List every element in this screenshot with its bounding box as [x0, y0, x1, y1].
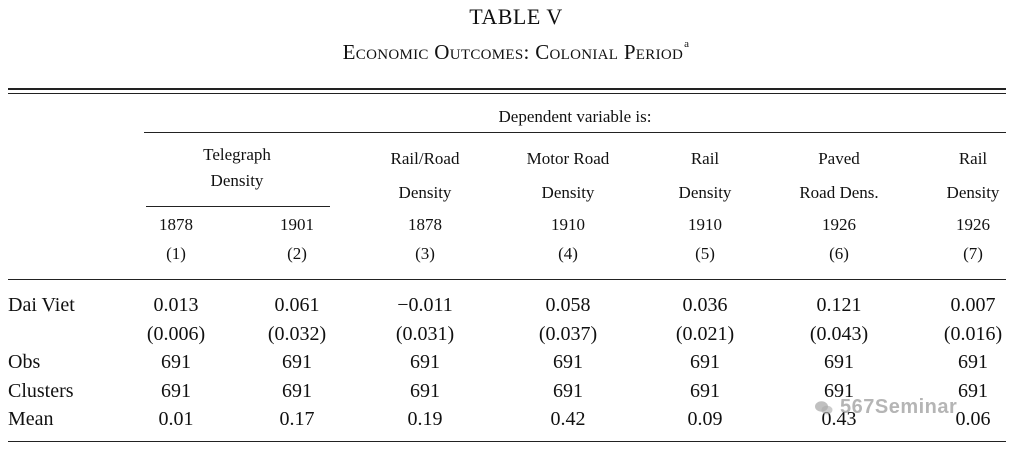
col-5-number: (5)	[695, 244, 715, 263]
table-subtitle: Economic Outcomes: Colonial Perioda	[0, 38, 1032, 65]
table-cell: 691	[410, 380, 440, 402]
col-3-header-line1: Rail/Road	[390, 149, 460, 168]
row-label-clusters: Clusters	[8, 380, 74, 402]
table-cell: (0.043)	[809, 323, 869, 345]
table-cell: 691	[282, 380, 312, 402]
table-cell: 691	[161, 380, 191, 402]
table-cell: 691	[824, 351, 854, 373]
wechat-icon	[815, 401, 833, 415]
watermark-text: 567Seminar	[840, 396, 958, 418]
col-7-header-line1: Rail	[958, 149, 988, 168]
table-cell: 691	[410, 351, 440, 373]
col-6-header-line2: Road Dens.	[799, 183, 879, 202]
table-cell: 0.061	[274, 294, 320, 316]
dependent-variable-rule	[144, 132, 1006, 133]
col-5-year: 1910	[688, 215, 722, 234]
table-cell: (0.037)	[538, 323, 598, 345]
table-cell: 0.09	[687, 408, 723, 430]
col-4-year: 1910	[551, 215, 585, 234]
table-cell: 691	[690, 351, 720, 373]
table-cell: 691	[553, 380, 583, 402]
table-cell: 0.121	[816, 294, 862, 316]
col-7-year: 1926	[956, 215, 990, 234]
col-4-number: (4)	[558, 244, 578, 263]
col-4-header-line1: Motor Road	[526, 149, 610, 168]
table-cell: 691	[958, 351, 988, 373]
table-cell: 0.058	[545, 294, 591, 316]
table-cell: (0.032)	[267, 323, 327, 345]
table-cell: (0.006)	[146, 323, 206, 345]
col-1-year: 1878	[159, 215, 193, 234]
col-7-header-line2: Density	[946, 183, 1000, 202]
row-label-mean: Mean	[8, 408, 54, 430]
col-2-year: 1901	[280, 215, 314, 234]
table-cell: 691	[553, 351, 583, 373]
dependent-variable-label: Dependent variable is:	[498, 107, 652, 126]
col-1-number: (1)	[166, 244, 186, 263]
col-5-header-line2: Density	[678, 183, 732, 202]
col-6-year: 1926	[822, 215, 856, 234]
col-1-2-header-line2: Density	[210, 171, 264, 190]
col-4-header-line2: Density	[541, 183, 595, 202]
top-double-rule-1	[8, 88, 1006, 90]
subtitle-text: Economic Outcomes: Colonial Period	[342, 40, 684, 64]
table-bottom-rule	[8, 441, 1006, 442]
col-7-number: (7)	[963, 244, 983, 263]
table-cell: (0.021)	[675, 323, 735, 345]
table-cell: −0.011	[397, 294, 453, 316]
table-cell: (0.031)	[395, 323, 455, 345]
col-3-number: (3)	[415, 244, 435, 263]
subtitle-footnote-marker: a	[684, 38, 690, 50]
table-cell: 691	[958, 380, 988, 402]
col-1-2-header-line1: Telegraph	[203, 145, 271, 164]
col-5-header-line1: Rail	[690, 149, 720, 168]
table-cell: 0.013	[153, 294, 199, 316]
col-3-year: 1878	[408, 215, 442, 234]
table-cell: 0.007	[950, 294, 996, 316]
table-cell: (0.016)	[943, 323, 1003, 345]
table-cell: 691	[282, 351, 312, 373]
row-label-obs: Obs	[8, 351, 41, 373]
table-title: TABLE V	[469, 4, 563, 29]
col-3-header-line2: Density	[398, 183, 452, 202]
col-6-header-line1: Paved	[818, 149, 860, 168]
col-2-number: (2)	[287, 244, 307, 263]
table-cell: 0.42	[550, 408, 586, 430]
row-label-dai-viet: Dai Viet	[8, 294, 75, 316]
table-cell: 0.17	[279, 408, 315, 430]
table-cell: 691	[824, 380, 854, 402]
top-double-rule-2	[8, 93, 1006, 94]
header-bottom-rule	[8, 279, 1006, 280]
table-cell: 0.19	[407, 408, 443, 430]
telegraph-group-rule	[146, 206, 330, 207]
table-cell: 691	[690, 380, 720, 402]
table-cell: 0.06	[955, 408, 991, 430]
col-6-number: (6)	[829, 244, 849, 263]
table-cell: 0.036	[682, 294, 728, 316]
table-cell: 0.01	[158, 408, 194, 430]
table-cell: 691	[161, 351, 191, 373]
